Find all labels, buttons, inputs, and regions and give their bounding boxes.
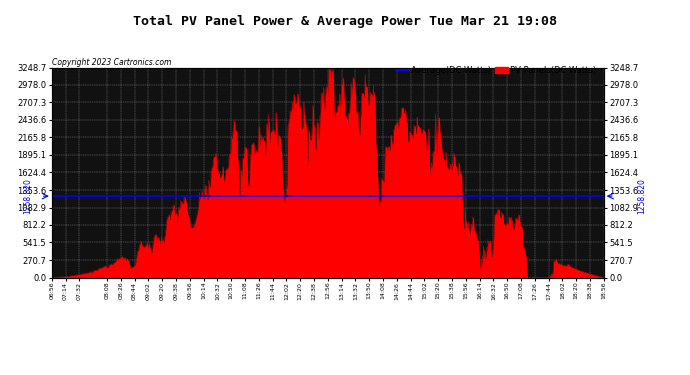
Text: Copyright 2023 Cartronics.com: Copyright 2023 Cartronics.com (52, 58, 171, 67)
Text: Total PV Panel Power & Average Power Tue Mar 21 19:08: Total PV Panel Power & Average Power Tue… (133, 15, 557, 28)
Text: 1258.820: 1258.820 (637, 178, 647, 214)
Text: 1258.820: 1258.820 (23, 178, 32, 214)
Legend: Average(DC Watts), PV Panels(DC Watts): Average(DC Watts), PV Panels(DC Watts) (393, 62, 600, 78)
